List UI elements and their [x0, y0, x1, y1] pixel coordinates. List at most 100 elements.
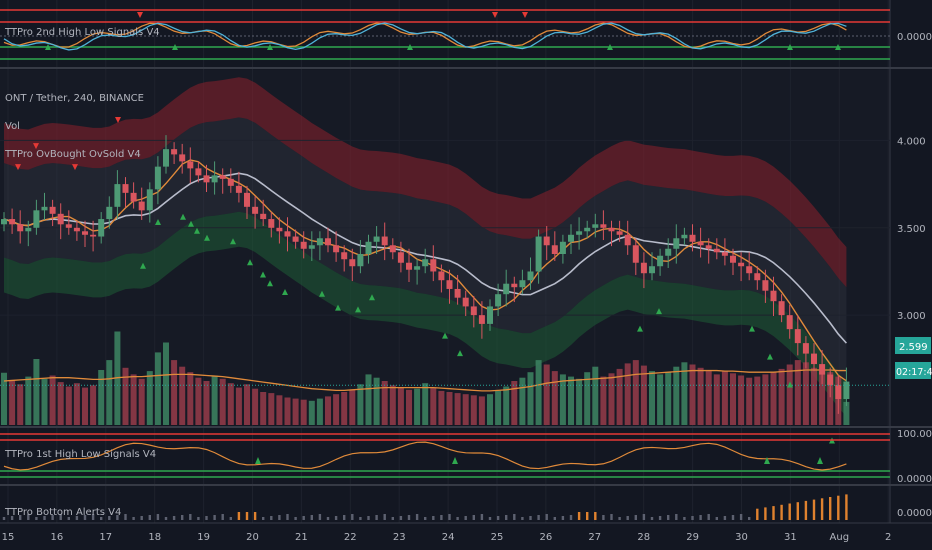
- volume-bar: [25, 376, 32, 425]
- candle: [82, 220, 88, 248]
- volume-bar: [381, 381, 388, 425]
- volume-bar: [551, 371, 558, 425]
- candle: [657, 248, 664, 276]
- candlesticks: [1, 135, 850, 414]
- alert-bar: [642, 514, 646, 520]
- candle: [244, 185, 250, 220]
- countdown-badge: [895, 362, 931, 379]
- alert-bar: [748, 517, 751, 520]
- alert-bar: [318, 514, 322, 520]
- volume-bar: [689, 364, 696, 425]
- second-signals-axis-label: 0.0000: [897, 32, 932, 43]
- alert-bar: [399, 516, 403, 520]
- alert-bar: [472, 515, 475, 520]
- alert-bar: [561, 516, 565, 520]
- alert-bar: [820, 498, 824, 520]
- volume-bar: [527, 372, 534, 425]
- volume-bar: [454, 393, 461, 425]
- alert-bar: [788, 503, 791, 520]
- volume-bar: [843, 401, 850, 425]
- candle: [770, 276, 777, 317]
- bottom-alert-bars: [2, 494, 848, 520]
- volume-moving-average: [3, 369, 847, 392]
- oversold-band: [4, 211, 847, 417]
- candle: [422, 248, 429, 274]
- time-tick-label: 26: [540, 532, 553, 543]
- buy-signal-marker: [267, 280, 273, 287]
- alert-bar: [505, 515, 508, 520]
- volume-bar: [122, 367, 129, 425]
- candle: [584, 220, 591, 239]
- candle: [478, 301, 485, 339]
- alert-bar: [391, 517, 394, 520]
- alert-bar: [359, 517, 362, 520]
- price-tick-label: 3.500: [897, 224, 926, 235]
- volume-bar: [462, 394, 469, 425]
- volume-bar: [268, 393, 275, 425]
- time-tick-label: 15: [2, 532, 15, 543]
- alert-bar: [456, 517, 459, 520]
- candle: [106, 196, 113, 229]
- alert-bar: [156, 514, 160, 520]
- volume-bar: [592, 366, 599, 425]
- candle: [454, 274, 461, 305]
- candle: [122, 177, 129, 208]
- buy-signal-marker: [369, 294, 375, 301]
- volume-bar: [365, 374, 372, 425]
- top-buy-marker: [787, 44, 793, 50]
- alert-bar: [334, 516, 338, 520]
- candle: [138, 187, 145, 220]
- volume-bar: [721, 371, 728, 425]
- candle: [146, 182, 153, 223]
- volume-bar: [616, 368, 623, 425]
- symbol-line: ONT / Tether, 240, BINANCE: [5, 93, 144, 104]
- candle: [802, 336, 809, 369]
- candle: [276, 217, 283, 244]
- volume-bar: [292, 398, 299, 425]
- volume-bar: [762, 374, 769, 425]
- candle: [843, 367, 850, 407]
- volume-bar: [90, 385, 97, 425]
- candle: [284, 217, 291, 252]
- volume-bar: [511, 381, 518, 425]
- horizontal-grid: [0, 139, 890, 316]
- candle: [130, 182, 137, 209]
- candle: [535, 229, 542, 284]
- first-oscillator-line: [3, 441, 847, 471]
- volume-bar: [284, 397, 291, 425]
- volume-bar: [640, 365, 647, 425]
- alert-bar: [189, 514, 192, 520]
- buy-signal-marker: [260, 271, 266, 278]
- volume-bar: [446, 392, 453, 425]
- alert-bar: [326, 517, 330, 520]
- volume-bar: [389, 385, 396, 425]
- volume-bar: [519, 377, 526, 425]
- candle: [673, 224, 680, 264]
- alert-bar: [521, 517, 524, 520]
- alert-bar: [116, 515, 119, 520]
- volume-bar: [219, 378, 226, 425]
- price-badge: [895, 337, 931, 354]
- volume-bar: [673, 366, 680, 425]
- top-sell-marker: [492, 12, 498, 18]
- buy-signal-marker: [155, 219, 161, 226]
- candle: [705, 238, 712, 264]
- candle: [25, 220, 32, 247]
- alert-bar: [407, 515, 411, 520]
- volume-bar: [713, 374, 720, 425]
- buy-signal-marker: [140, 262, 146, 269]
- alert-bar: [723, 516, 727, 520]
- candle: [300, 231, 307, 259]
- candle: [495, 283, 502, 317]
- alert-bar: [756, 508, 759, 520]
- volume-bar: [438, 390, 445, 425]
- volume-bar: [276, 395, 283, 425]
- alert-bar: [464, 516, 467, 520]
- candle: [268, 212, 275, 238]
- buy-signal-marker: [194, 227, 200, 234]
- alert-bar: [205, 516, 208, 520]
- time-tick-label: 25: [491, 532, 504, 543]
- candle: [462, 290, 469, 317]
- candle: [227, 168, 234, 193]
